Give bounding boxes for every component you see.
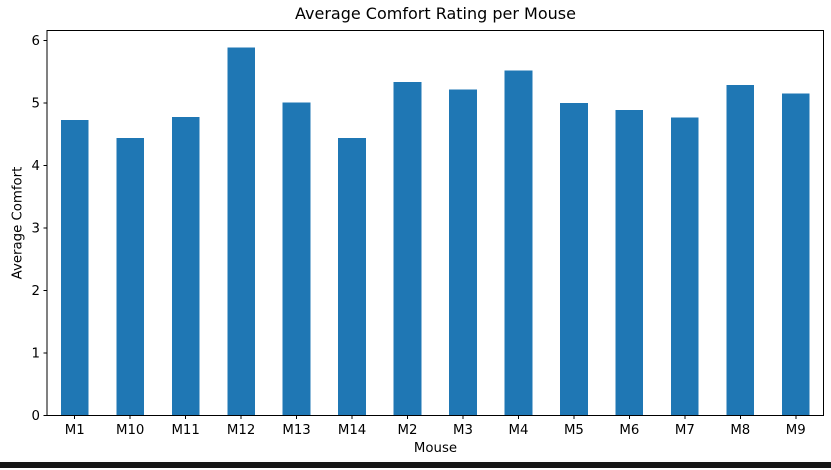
x-tick-label: M5 [564, 423, 584, 438]
x-tick-label: M6 [619, 423, 639, 438]
bar [670, 117, 699, 416]
bar [781, 93, 810, 416]
bar [227, 47, 255, 416]
x-tick-label: M2 [398, 423, 418, 438]
x-tick-label: M10 [116, 423, 144, 438]
plot-frame [46, 30, 824, 416]
y-tick-label: 0 [32, 409, 40, 424]
chart-title: Average Comfort Rating per Mouse [295, 4, 576, 23]
y-tick-label: 3 [32, 222, 40, 237]
window-bottom-border [0, 462, 831, 468]
y-tick-label: 6 [32, 34, 40, 49]
bar [282, 102, 311, 416]
bar [60, 119, 89, 416]
x-tick-label: M13 [282, 423, 310, 438]
x-tick-label: M11 [171, 423, 199, 438]
bar [726, 84, 755, 416]
bar [504, 70, 533, 416]
x-tick-label: M1 [65, 423, 85, 438]
x-axis-label: Mouse [413, 441, 458, 456]
x-tick-label: M3 [453, 423, 473, 438]
y-axis-label: Average Comfort [10, 166, 26, 280]
bar [449, 89, 477, 416]
bar [116, 138, 145, 416]
x-tick-label: M8 [730, 423, 750, 438]
y-tick-label: 4 [32, 159, 40, 174]
bar [171, 116, 200, 416]
bar [615, 109, 644, 416]
x-tick-label: M12 [227, 423, 255, 438]
x-tick-label: M9 [786, 423, 806, 438]
x-tick-label: M14 [338, 423, 366, 438]
y-tick-label: 2 [32, 284, 40, 299]
bar [560, 103, 588, 416]
bar [393, 81, 422, 416]
y-tick-label: 1 [32, 347, 40, 362]
x-tick-label: M4 [508, 423, 528, 438]
bar [338, 138, 366, 416]
x-tick-label: M7 [675, 423, 695, 438]
y-tick-label: 5 [32, 97, 40, 112]
